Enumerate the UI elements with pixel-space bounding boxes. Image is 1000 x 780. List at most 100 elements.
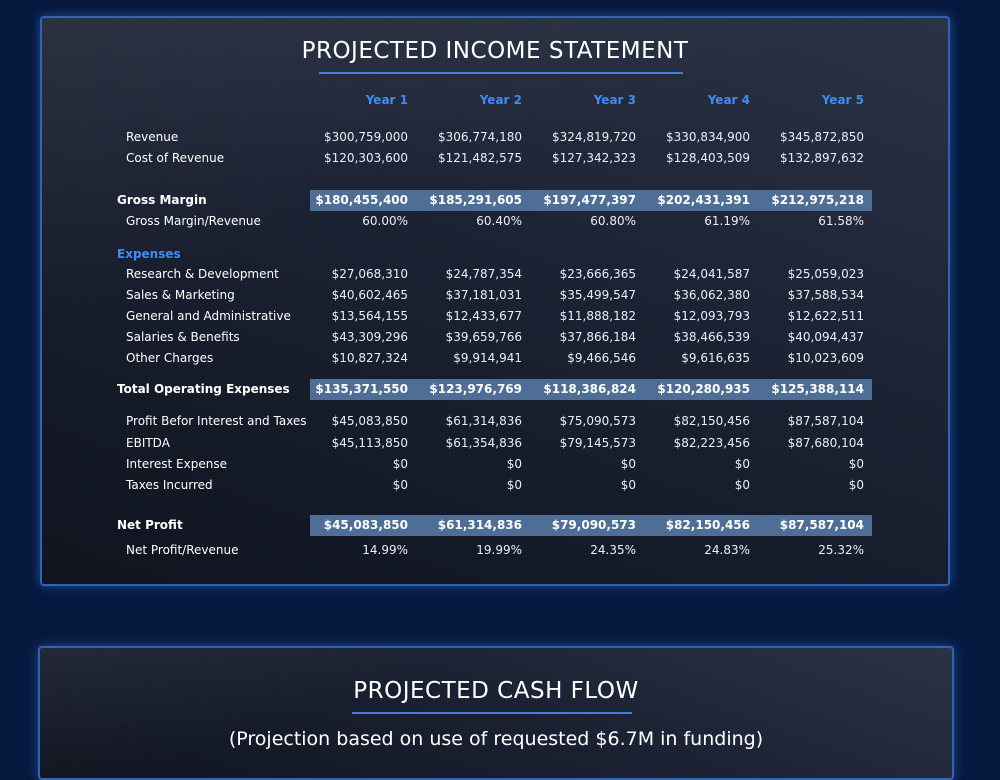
year-2-value: $9,914,941 <box>453 351 522 365</box>
highlight-band <box>310 190 872 211</box>
cost-of-revenue-row: Cost of Revenue $120,303,600 $121,482,57… <box>42 148 948 169</box>
cash-flow-subtitle: (Projection based on use of requested $6… <box>228 728 764 750</box>
year-5-value: $0 <box>848 478 864 492</box>
row-label: Total Operating Expenses <box>117 382 290 396</box>
year-3-value: $11,888,182 <box>559 309 636 323</box>
row-label: Salaries & Benefits <box>126 330 240 344</box>
year-2-value: $0 <box>506 478 522 492</box>
year-1-header: Year 1 <box>365 93 408 107</box>
year-1-value: $120,303,600 <box>324 151 408 165</box>
year-4-value: $202,431,391 <box>657 193 750 207</box>
row-label: Sales & Marketing <box>126 288 235 302</box>
year-5-value: $37,588,534 <box>787 288 864 302</box>
year-1-value: $45,083,850 <box>323 518 408 532</box>
row-label: Net Profit <box>117 518 183 532</box>
year-5-value: $87,680,104 <box>787 436 864 450</box>
year-5-value: $212,975,218 <box>771 193 864 207</box>
year-2-value: $12,433,677 <box>445 309 522 323</box>
net-profit-row: Net Profit $45,083,850 $61,314,836 $79,0… <box>42 515 948 536</box>
year-1-value: $0 <box>392 478 408 492</box>
year-2-value: $39,659,766 <box>445 330 522 344</box>
year-3-value: $0 <box>620 457 636 471</box>
row-label: General and Administrative <box>126 309 291 323</box>
total-operating-expenses-row: Total Operating Expenses $135,371,550 $1… <box>42 379 948 400</box>
income-statement-panel: PROJECTED INCOME STATEMENT Year 1 Year 2… <box>40 16 950 586</box>
year-3-header: Year 3 <box>593 93 636 107</box>
year-2-value: $24,787,354 <box>445 267 522 281</box>
year-3-value: $79,090,573 <box>551 518 636 532</box>
year-5-header: Year 5 <box>821 93 864 107</box>
year-5-value: $87,587,104 <box>779 518 864 532</box>
sales-marketing-row: Sales & Marketing $40,602,465 $37,181,03… <box>42 285 948 306</box>
year-2-value: $123,976,769 <box>429 382 522 396</box>
row-label: Gross Margin/Revenue <box>126 214 261 228</box>
year-3-value: $37,866,184 <box>559 330 636 344</box>
year-4-value: $9,616,635 <box>681 351 750 365</box>
year-4-header: Year 4 <box>707 93 750 107</box>
other-charges-row: Other Charges $10,827,324 $9,914,941 $9,… <box>42 348 948 369</box>
year-5-value: $40,094,437 <box>787 330 864 344</box>
year-2-value: 60.40% <box>476 214 522 228</box>
year-3-value: $35,499,547 <box>559 288 636 302</box>
row-label: Other Charges <box>126 351 214 365</box>
year-4-value: $0 <box>734 478 750 492</box>
year-2-value: $121,482,575 <box>438 151 522 165</box>
year-3-value: $79,145,573 <box>559 436 636 450</box>
year-2-value: $306,774,180 <box>438 130 522 144</box>
year-3-value: $75,090,573 <box>559 414 636 428</box>
year-3-value: $118,386,824 <box>543 382 636 396</box>
year-2-value: 19.99% <box>476 543 522 557</box>
year-1-value: $0 <box>392 457 408 471</box>
gross-margin-ratio-row: Gross Margin/Revenue 60.00% 60.40% 60.80… <box>42 211 948 232</box>
year-2-value: $185,291,605 <box>429 193 522 207</box>
year-4-value: $38,466,539 <box>673 330 750 344</box>
highlight-band <box>310 515 872 536</box>
year-1-value: $27,068,310 <box>331 267 408 281</box>
expenses-section-label: Expenses <box>117 247 181 261</box>
year-3-value: $324,819,720 <box>552 130 636 144</box>
year-3-value: 24.35% <box>590 543 636 557</box>
row-label: Profit Befor Interest and Taxes <box>126 414 307 428</box>
year-3-value: 60.80% <box>590 214 636 228</box>
year-4-value: $82,223,456 <box>673 436 750 450</box>
year-5-value: $10,023,609 <box>787 351 864 365</box>
year-4-value: $12,093,793 <box>673 309 750 323</box>
year-2-value: $37,181,031 <box>445 288 522 302</box>
net-profit-ratio-row: Net Profit/Revenue 14.99% 19.99% 24.35% … <box>42 540 948 561</box>
year-1-value: $45,083,850 <box>331 414 408 428</box>
year-3-value: $23,666,365 <box>559 267 636 281</box>
year-5-value: 61.58% <box>818 214 864 228</box>
year-3-value: $197,477,397 <box>543 193 636 207</box>
year-1-value: 60.00% <box>362 214 408 228</box>
row-label: EBITDA <box>126 436 170 450</box>
year-1-value: $300,759,000 <box>324 130 408 144</box>
year-4-value: $330,834,900 <box>666 130 750 144</box>
year-4-value: $82,150,456 <box>673 414 750 428</box>
cash-flow-title: PROJECTED CASH FLOW <box>353 678 639 704</box>
income-statement-title: PROJECTED INCOME STATEMENT <box>301 38 689 64</box>
year-4-value: $128,403,509 <box>666 151 750 165</box>
year-3-value: $0 <box>620 478 636 492</box>
year-1-value: 14.99% <box>362 543 408 557</box>
year-2-value: $61,314,836 <box>437 518 522 532</box>
title-underline <box>352 712 632 714</box>
taxes-incurred-row: Taxes Incurred $0 $0 $0 $0 $0 <box>42 475 948 496</box>
year-2-header: Year 2 <box>479 93 522 107</box>
row-label: Research & Development <box>126 267 279 281</box>
row-label: Taxes Incurred <box>126 478 213 492</box>
interest-expense-row: Interest Expense $0 $0 $0 $0 $0 <box>42 454 948 475</box>
year-1-value: $45,113,850 <box>331 436 408 450</box>
gross-margin-row: Gross Margin $180,455,400 $185,291,605 $… <box>42 190 948 211</box>
cash-flow-panel: PROJECTED CASH FLOW (Projection based on… <box>38 646 954 780</box>
year-5-value: $25,059,023 <box>787 267 864 281</box>
year-5-value: $125,388,114 <box>771 382 864 396</box>
year-5-value: $87,587,104 <box>787 414 864 428</box>
year-1-value: $43,309,296 <box>331 330 408 344</box>
row-label: Revenue <box>126 130 179 144</box>
ebitda-row: EBITDA $45,113,850 $61,354,836 $79,145,5… <box>42 433 948 454</box>
year-3-value: $9,466,546 <box>567 351 636 365</box>
salaries-benefits-row: Salaries & Benefits $43,309,296 $39,659,… <box>42 327 948 348</box>
year-3-value: $127,342,323 <box>552 151 636 165</box>
row-label: Net Profit/Revenue <box>126 543 239 557</box>
highlight-band <box>310 379 872 400</box>
